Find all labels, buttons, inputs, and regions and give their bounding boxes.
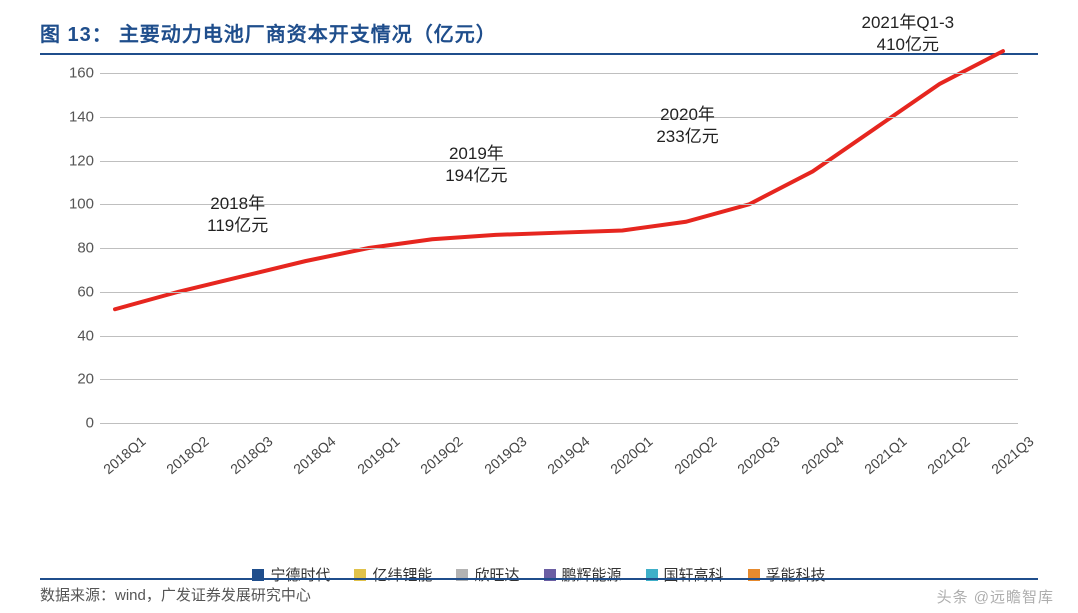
gridline (100, 336, 1018, 337)
chart-annotation: 2021年Q1-3410亿元 (862, 12, 955, 56)
x-tick-label: 2020Q4 (798, 429, 851, 477)
x-tick-label: 2019Q1 (354, 429, 407, 477)
figure-number: 图 13： (40, 18, 113, 47)
x-tick-label: 2021Q2 (925, 429, 978, 477)
chart-annotation: 2019年194亿元 (445, 143, 507, 187)
gridline (100, 248, 1018, 249)
chart-annotation: 2020年233亿元 (656, 103, 718, 147)
x-tick-label: 2021Q3 (988, 429, 1041, 477)
y-tick-label: 160 (60, 65, 94, 82)
x-tick-label: 2020Q1 (608, 429, 661, 477)
y-tick-label: 80 (60, 240, 94, 257)
x-tick-label: 2020Q2 (671, 429, 724, 477)
x-tick-label: 2019Q2 (417, 429, 470, 477)
gridline (100, 161, 1018, 162)
gridline (100, 379, 1018, 380)
watermark: 头条 @远瞻智库 (937, 586, 1054, 607)
y-tick-label: 120 (60, 152, 94, 169)
x-tick-label: 2019Q3 (481, 429, 534, 477)
y-tick-label: 140 (60, 108, 94, 125)
gridline (100, 292, 1018, 293)
gridline (100, 423, 1018, 424)
y-tick-label: 20 (60, 371, 94, 388)
chart-annotation: 2018年119亿元 (207, 193, 268, 237)
figure-container: 图 13： 主要动力电池厂商资本开支情况（亿元） 2018Q12018Q2201… (0, 0, 1078, 613)
figure-title: 主要动力电池厂商资本开支情况（亿元） (119, 18, 497, 47)
x-tick-label: 2018Q3 (227, 429, 280, 477)
x-tick-label: 2018Q4 (290, 429, 343, 477)
plot-region: 2018Q12018Q22018Q32018Q42019Q12019Q22019… (100, 73, 1018, 423)
x-tick-label: 2019Q4 (544, 429, 597, 477)
x-tick-label: 2018Q1 (100, 429, 153, 477)
x-tick-label: 2021Q1 (861, 429, 914, 477)
x-tick-label: 2020Q3 (734, 429, 787, 477)
y-tick-label: 40 (60, 327, 94, 344)
y-tick-label: 100 (60, 196, 94, 213)
source-caption: 数据来源：wind，广发证券发展研究中心 (40, 578, 1038, 605)
chart-area: 2018Q12018Q22018Q32018Q42019Q12019Q22019… (40, 63, 1038, 493)
y-tick-label: 0 (60, 415, 94, 432)
x-tick-label: 2018Q2 (164, 429, 217, 477)
gridline (100, 73, 1018, 74)
gridline (100, 117, 1018, 118)
y-tick-label: 60 (60, 283, 94, 300)
